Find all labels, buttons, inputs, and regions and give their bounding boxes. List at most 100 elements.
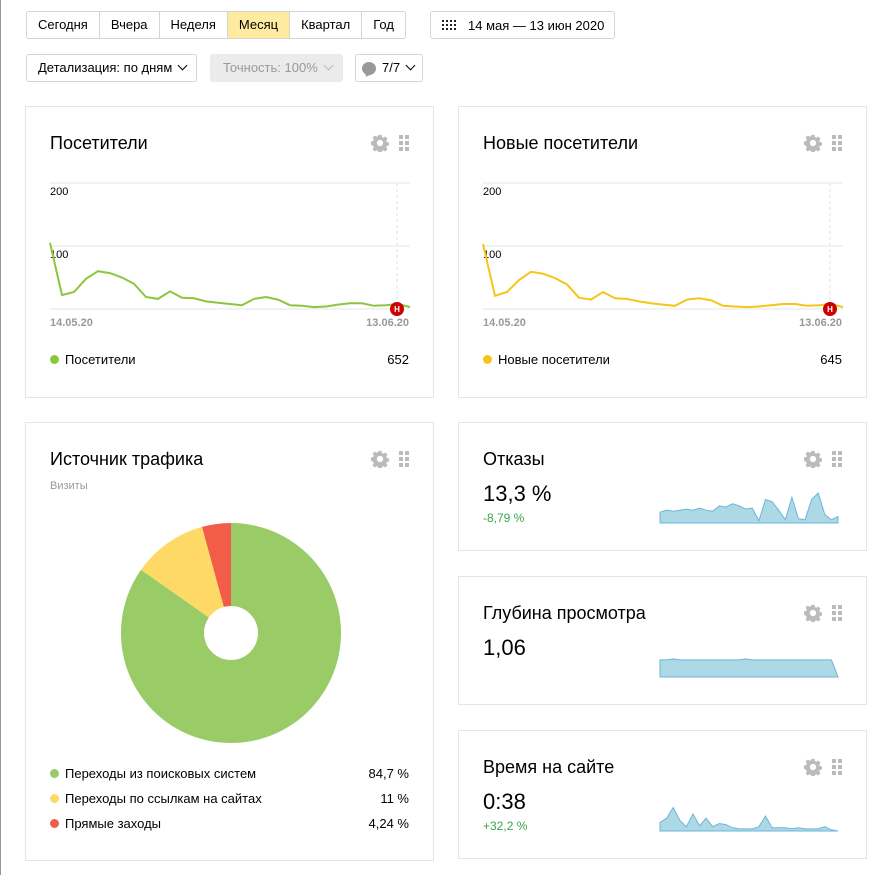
legend-label-group: Переходы из поисковых систем [50,766,256,781]
legend-label-group: Переходы по ссылкам на сайтах [50,791,262,806]
pie-slice[interactable] [141,526,231,633]
legend-dot [50,769,59,778]
visitors-widget: Посетители 200 100 Н 14.05.20 13.06.20 Пос… [25,106,434,398]
series-line [482,243,844,309]
kpi-delta: +32,2 % [483,819,528,833]
gear-icon[interactable] [804,758,822,776]
kpi-delta: -8,79 % [483,511,525,525]
legend-row: Посетители 652 [50,352,409,367]
sparkline-area [659,492,839,524]
date-range-label: 14 мая — 13 июн 2020 [468,17,605,33]
legend-item[interactable]: Прямые заходы 4,24 % [50,816,409,831]
period-button[interactable]: Год [373,17,394,32]
drag-handle-icon[interactable] [399,135,409,151]
detail-dropdown[interactable]: Детализация: по дням [26,54,197,82]
legend-label-group: Прямые заходы [50,816,161,831]
period-button[interactable]: Вчера [100,12,160,38]
traffic-pie-chart [120,523,341,743]
legend-item[interactable]: Посетители [50,352,136,367]
legend-dot [50,794,59,803]
legend-dot [483,355,492,364]
legend-item[interactable]: Новые посетители [483,352,610,367]
x-end-label: 13.06.20 [366,317,409,329]
widget-tools [371,450,409,468]
drag-handle-icon[interactable] [832,451,842,467]
legend-dot [50,355,59,364]
series-line [49,242,411,309]
widget-title: Время на сайте [483,757,615,777]
chevron-down-icon [405,60,416,70]
gear-icon[interactable] [804,134,822,152]
period-button[interactable]: Месяц [227,12,291,38]
pie-slice[interactable] [202,523,231,633]
drag-handle-icon[interactable] [832,605,842,621]
chevron-down-icon [323,60,334,71]
kpi-value: 1,06 [483,635,526,660]
new-visitors-widget: Новые посетители 200 100 Н 14.05.20 13.06.… [458,106,867,398]
gear-icon[interactable] [804,450,822,468]
chevron-down-icon [177,60,188,71]
drag-handle-icon[interactable] [399,451,409,467]
widget-tools [804,604,842,622]
legend-label: Переходы из поисковых систем [65,766,257,781]
time-sparkline [659,806,839,832]
legend-value: 84,7 % [368,766,409,781]
legend-value: 4,24 % [368,816,409,831]
widget-tools [804,758,842,776]
note-marker-icon[interactable] [823,302,837,316]
period-button[interactable]: Неделя [160,12,228,38]
window-left-edge [0,0,1,875]
time-on-site-widget: Время на сайте 0:38 +32,2 % [458,730,867,859]
legend-item[interactable]: Переходы по ссылкам на сайтах 11 % [50,791,409,806]
legend-row: Новые посетители 645 [483,352,842,367]
period-selector: Сегодня Вчера Неделя Месяц Квартал Год [26,11,406,39]
widget-title: Посетители [50,133,148,153]
detail-label: Детализация: по дням [38,60,173,75]
legend-value: 652 [387,352,409,367]
legend-label: Переходы по ссылкам на сайтах [65,791,262,806]
legend-label: Прямые заходы [65,816,162,831]
legend-value: 11 % [380,791,409,806]
sparkline-area [659,806,839,832]
widget-tools [371,134,409,152]
widget-title: Источник трафика [50,449,204,469]
period-button[interactable]: Квартал [290,12,363,38]
date-range-button[interactable]: 14 мая — 13 июн 2020 [430,11,615,39]
widget-tools [804,134,842,152]
y-tick-label: 100 [50,249,68,261]
x-end-label: 13.06.20 [799,317,842,329]
note-marker-label: Н [394,305,400,314]
drag-handle-icon[interactable] [832,135,842,151]
new-visitors-chart: 200 100 Н [482,182,844,316]
drag-handle-icon[interactable] [832,759,842,775]
accuracy-label: Точность: 100% [223,60,318,75]
depth-sparkline [659,658,839,678]
note-marker-icon[interactable] [390,302,404,316]
gear-icon[interactable] [371,450,389,468]
gear-icon[interactable] [804,604,822,622]
comment-icon [362,61,376,75]
y-tick-label: 100 [483,249,501,261]
bounce-sparkline [659,492,839,524]
traffic-source-widget: Источник трафика Визиты Переходы из поис… [25,422,434,861]
y-tick-label: 200 [483,186,501,198]
legend-dot [50,819,59,828]
period-button[interactable]: Сегодня [27,12,100,38]
kpi-value: 13,3 % [483,481,552,506]
accuracy-dropdown[interactable]: Точность: 100% [210,54,343,82]
widget-subtitle: Визиты [50,480,88,492]
legend-label: Новые посетители [498,352,610,367]
gear-icon[interactable] [371,134,389,152]
calendar-icon [442,20,456,30]
widget-title: Глубина просмотра [483,603,646,623]
y-tick-label: 200 [50,186,68,198]
widget-title: Новые посетители [483,133,639,153]
legend-item[interactable]: Переходы из поисковых систем 84,7 % [50,766,409,781]
widget-title: Отказы [483,449,545,469]
visitors-chart: 200 100 Н [49,182,411,316]
bounce-widget: Отказы 13,3 % -8,79 % [458,422,867,551]
legend-label: Посетители [65,352,136,367]
sparkline-area [659,658,839,678]
kpi-value: 0:38 [483,789,526,814]
notes-dropdown[interactable]: 7/7 [355,54,423,82]
